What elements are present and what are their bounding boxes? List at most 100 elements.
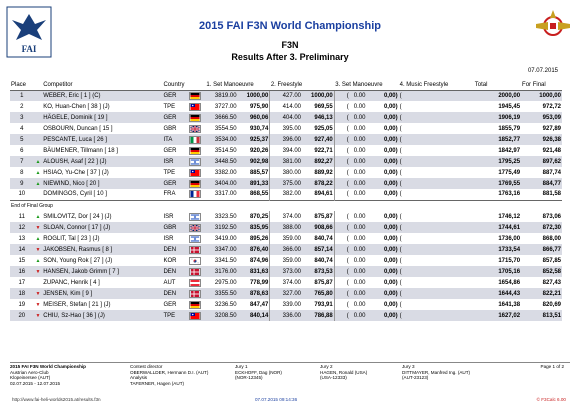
row-country: TPE xyxy=(162,101,189,112)
row-set3-norm: 0,00) xyxy=(366,288,399,299)
row-set1-raw: 3208.50 xyxy=(205,310,238,321)
row-total: 1644,43 xyxy=(473,288,522,299)
table-row: 2 KO, Huan-Chen [ 38 ] (J) TPE 3727.00 975,9… xyxy=(10,101,562,112)
row-freestyle2-raw: 366.00 xyxy=(269,244,303,255)
row-set1-norm: 925,37 xyxy=(237,134,271,145)
footer-url[interactable]: http://www.fai-heli-worlds2015.at/result… xyxy=(12,397,101,402)
row-freestyle2-raw: 381.00 xyxy=(269,156,303,167)
row-place: 16 xyxy=(10,266,34,277)
footer-organizer: Austrian Aero-Club xyxy=(10,369,49,375)
row-set3-norm: 0,00) xyxy=(366,123,399,134)
row-country: ITA xyxy=(162,134,189,145)
row-freestyle2-norm: 875,87 xyxy=(302,277,335,288)
col-freestyle2: 2. Freestyle xyxy=(269,80,335,91)
row-set3-norm: 0,00) xyxy=(366,211,399,222)
table-row: 18 ▼ JENSEN, Kim [ 9 ] DEN 3355.50 878,63 327.… xyxy=(10,288,562,299)
row-set1-raw: 3514.50 xyxy=(205,145,238,156)
row-freestyle2-raw: 359.00 xyxy=(269,233,303,244)
footer-jury2-label: Jury 2 xyxy=(320,364,333,369)
table-row: 4 OSBOURN, Duncan [ 15 ] GBR 3554.50 930,74 3… xyxy=(10,123,562,134)
ger-flag-icon xyxy=(189,300,202,309)
row-flag xyxy=(188,310,206,321)
row-trend xyxy=(33,101,43,112)
ger-flag-icon xyxy=(189,179,202,188)
row-set3-norm: 0,00) xyxy=(366,167,399,178)
row-competitor: SLOAN, Connor [ 17 ] (J) xyxy=(42,222,163,233)
row-place: 4 xyxy=(10,123,34,134)
footer-cd-name: OBERWALLDER, Hermann D.I. (AUT) xyxy=(130,369,209,375)
row-set3-raw: ( 0.00 xyxy=(334,277,367,288)
row-set3-raw: ( 0.00 xyxy=(334,222,367,233)
row-freestyle2-raw: 380.00 xyxy=(269,167,303,178)
row-competitor: NIEWIND, Nico [ 20 ] xyxy=(42,178,163,189)
row-set1-norm: 1000,00 xyxy=(237,90,271,101)
row-flag xyxy=(188,90,206,101)
row-freestyle2-norm: 969,55 xyxy=(302,101,335,112)
row-freestyle2-raw: 327.00 xyxy=(269,288,303,299)
row-final: 897,62 xyxy=(521,156,562,167)
row-freestyle2-raw: 388.00 xyxy=(269,222,303,233)
row-flag xyxy=(188,288,206,299)
footer-analysis-label: Analysis xyxy=(130,375,148,380)
row-trend: ▲ xyxy=(33,167,43,178)
fra-flag-icon xyxy=(189,190,202,199)
row-place: 12 xyxy=(10,222,34,233)
den-flag-icon xyxy=(189,289,202,298)
results-table: Place Competitor Country 1. Set Manoeuvr… xyxy=(10,80,562,321)
row-final: 852,58 xyxy=(521,266,562,277)
table-row: 3 HÄGELE, Dominik [ 19 ] GER 3666.50 960,06 4… xyxy=(10,112,562,123)
row-set3-raw: ( 0.00 xyxy=(334,266,367,277)
table-row: 1 WEBER, Eric [ 1 ] (C) GER 3819.00 1000,00 4… xyxy=(10,90,562,101)
row-freestyle2-norm: 892,27 xyxy=(302,156,335,167)
row-trend: ▼ xyxy=(33,244,43,255)
final-group-separator: End of Final Group xyxy=(10,199,562,211)
table-header-row: Place Competitor Country 1. Set Manoeuvr… xyxy=(10,80,562,91)
ita-flag-icon xyxy=(189,135,202,144)
results-date: 07.07.2015 xyxy=(527,68,558,74)
row-freestyle2-raw: 336.00 xyxy=(269,310,303,321)
separator-label: End of Final Group xyxy=(10,199,562,211)
row-place: 20 xyxy=(10,310,34,321)
row-trend xyxy=(33,134,43,145)
row-place: 15 xyxy=(10,255,34,266)
row-final: 953,09 xyxy=(521,112,562,123)
footer-software: © F3Calc 6.00 xyxy=(536,397,566,402)
row-flag xyxy=(188,101,206,112)
row-competitor: SON, Young Rok [ 27 ] (J) xyxy=(42,255,163,266)
row-set1-raw: 3192.50 xyxy=(205,222,238,233)
table-row: 16 ▼ HANSEN, Jakob Grimm [ 7 ] DEN 3176.00 83… xyxy=(10,266,562,277)
row-flag xyxy=(188,145,206,156)
row-music4: ( xyxy=(398,178,474,189)
row-flag xyxy=(188,178,206,189)
row-trend: ▼ xyxy=(33,310,43,321)
row-music4: ( xyxy=(398,211,474,222)
footer-jury3-id: (AUT-23123) xyxy=(402,375,429,380)
row-freestyle2-norm: 793,91 xyxy=(302,299,335,310)
footer-divider xyxy=(10,362,570,363)
col-total: Total xyxy=(473,80,522,91)
row-total: 1654,86 xyxy=(473,277,522,288)
row-freestyle2-norm: 1000,00 xyxy=(302,90,335,101)
row-total: 1945,45 xyxy=(473,101,522,112)
row-set1-raw: 3448.50 xyxy=(205,156,238,167)
row-final: 921,48 xyxy=(521,145,562,156)
row-final: 827,43 xyxy=(521,277,562,288)
row-set3-raw: ( 0.00 xyxy=(334,134,367,145)
row-country: KOR xyxy=(162,255,189,266)
row-music4: ( xyxy=(398,145,474,156)
aut-flag-icon xyxy=(189,278,202,287)
tpe-flag-icon xyxy=(189,311,202,320)
footer-jury2-name: HAGEN, Ronald (USA) xyxy=(320,369,368,375)
row-trend xyxy=(33,123,43,134)
row-set1-raw: 3819.00 xyxy=(205,90,238,101)
row-freestyle2-raw: 395.00 xyxy=(269,123,303,134)
results-subtitle: Results After 3. Preliminary xyxy=(231,52,349,62)
row-flag xyxy=(188,167,206,178)
row-country: TPE xyxy=(162,167,189,178)
row-flag xyxy=(188,189,206,200)
footer-jury1-label: Jury 1 xyxy=(235,364,248,369)
trend-down-icon: ▼ xyxy=(35,312,41,319)
row-freestyle2-norm: 894,61 xyxy=(302,189,335,200)
row-set3-norm: 0,00) xyxy=(366,178,399,189)
row-trend xyxy=(33,112,43,123)
